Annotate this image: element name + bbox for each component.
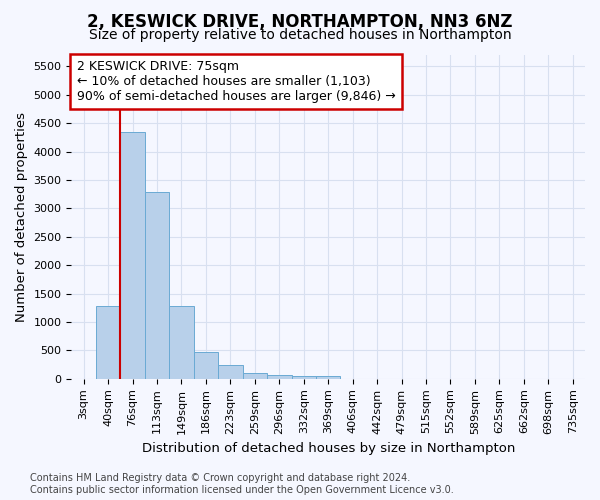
Bar xyxy=(169,306,194,379)
X-axis label: Distribution of detached houses by size in Northampton: Distribution of detached houses by size … xyxy=(142,442,515,455)
Y-axis label: Number of detached properties: Number of detached properties xyxy=(15,112,28,322)
Bar xyxy=(194,352,218,379)
Text: Contains HM Land Registry data © Crown copyright and database right 2024.
Contai: Contains HM Land Registry data © Crown c… xyxy=(30,474,454,495)
Bar xyxy=(267,374,292,379)
Bar xyxy=(121,132,145,379)
Text: 2 KESWICK DRIVE: 75sqm
← 10% of detached houses are smaller (1,103)
90% of semi-: 2 KESWICK DRIVE: 75sqm ← 10% of detached… xyxy=(77,60,395,103)
Bar xyxy=(242,373,267,379)
Text: 2, KESWICK DRIVE, NORTHAMPTON, NN3 6NZ: 2, KESWICK DRIVE, NORTHAMPTON, NN3 6NZ xyxy=(87,12,513,30)
Bar xyxy=(316,376,340,379)
Bar xyxy=(96,306,121,379)
Bar xyxy=(145,192,169,379)
Text: Size of property relative to detached houses in Northampton: Size of property relative to detached ho… xyxy=(89,28,511,42)
Bar xyxy=(292,376,316,379)
Bar xyxy=(218,365,242,379)
